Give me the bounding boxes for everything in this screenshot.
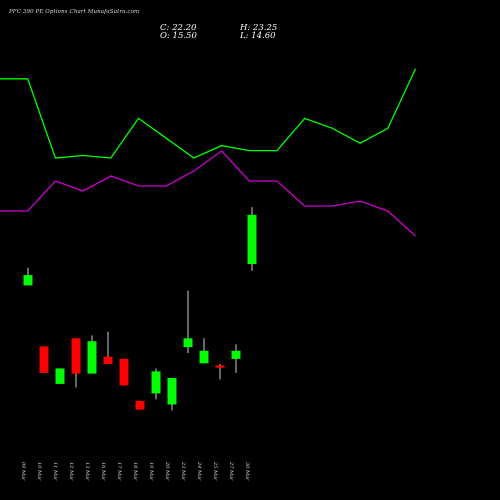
candle-body (167, 378, 177, 405)
high-value: H: 23.25 (240, 23, 278, 33)
candle-body (231, 350, 241, 359)
x-tick-label: 30 Mar (244, 462, 250, 481)
x-tick-label: 13 Mar (84, 462, 90, 481)
candle-body (215, 365, 225, 368)
x-tick-label: 27 Mar (228, 461, 234, 481)
upper-line-series (0, 68, 417, 159)
candle-body (119, 358, 129, 386)
candle-body (55, 368, 65, 384)
close-value: C: 22.20 (160, 23, 197, 33)
x-tick-label: 24 Mar (196, 461, 202, 481)
x-tick-label: 11 Mar (52, 462, 58, 481)
chart-title: PFC 390 PE Options Chart MunafaSutra.com (9, 9, 140, 15)
x-tick-label: 23 Mar (180, 461, 186, 481)
candle-body (199, 350, 209, 364)
candle-body (71, 338, 81, 374)
x-tick-label: 16 Mar (100, 462, 106, 481)
x-tick-label: 12 Mar (68, 462, 74, 481)
x-tick-label: 18 Mar (132, 462, 138, 481)
candle-body (151, 371, 161, 394)
x-tick-label: 19 Mar (148, 462, 154, 481)
candle-body (103, 356, 113, 365)
candle-body (247, 214, 257, 265)
low-value: L: 14.60 (240, 31, 276, 41)
candle-body (87, 341, 97, 374)
x-tick-label: 17 Mar (116, 462, 122, 481)
x-tick-label: 09 Mar (20, 462, 26, 481)
x-tick-label: 25 Mar (212, 461, 218, 481)
x-tick-label: 10 Mar (36, 462, 42, 481)
candle-body (39, 346, 49, 373)
candle-body (183, 338, 193, 348)
candle-body (135, 400, 145, 410)
candle-body (23, 275, 33, 286)
open-value: O: 15.50 (160, 31, 197, 41)
lower-line-series (0, 150, 416, 237)
x-tick-label: 20 Mar (164, 461, 170, 481)
